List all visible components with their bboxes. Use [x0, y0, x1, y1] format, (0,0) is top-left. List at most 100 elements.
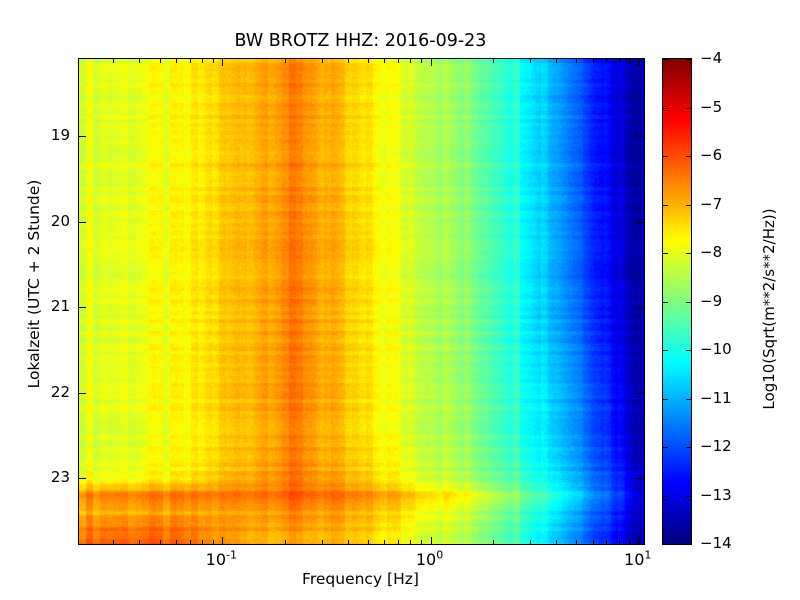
colorbar-tick — [663, 398, 668, 400]
y-tick-label: 21 — [50, 297, 70, 316]
x-tick-minor-top — [113, 59, 115, 63]
spectrogram-image — [79, 59, 644, 544]
y-tick-label: 23 — [50, 468, 70, 487]
x-tick-minor — [606, 540, 608, 544]
x-tick-minor-top — [384, 59, 386, 63]
x-tick-minor — [592, 540, 594, 544]
x-tick-major-top — [638, 59, 640, 66]
x-tick-minor-top — [212, 59, 214, 63]
x-tick-label: 10-1 — [205, 548, 237, 569]
x-tick-minor-top — [606, 59, 608, 63]
x-axis-label: Frequency [Hz] — [302, 570, 419, 588]
x-tick-minor — [555, 540, 557, 544]
y-tick-major — [79, 392, 86, 394]
colorbar-tick — [686, 59, 691, 60]
colorbar-tick-label: −6 — [700, 146, 723, 164]
colorbar-tick — [686, 107, 691, 109]
x-tick-major — [638, 537, 640, 544]
colorbar-tick-label: −13 — [700, 485, 732, 504]
y-tick-major — [79, 307, 86, 309]
y-axis-label: Lokalzeit (UTC + 2 Stunde) — [25, 179, 43, 389]
y-tick-major — [79, 221, 86, 223]
colorbar-label: Log10(Sqrt(m**2/s**2/Hz)) — [760, 208, 778, 410]
colorbar-tick — [663, 495, 668, 497]
x-tick-minor — [176, 540, 178, 544]
page-title: BW BROTZ HHZ: 2016-09-23 — [234, 31, 487, 51]
x-tick-minor — [212, 540, 214, 544]
colorbar-tick — [663, 156, 668, 157]
x-tick-minor — [321, 540, 323, 544]
colorbar-tick — [686, 447, 691, 448]
colorbar-tick — [663, 301, 668, 303]
x-tick-minor — [367, 540, 369, 544]
x-tick-minor — [576, 540, 578, 544]
x-tick-major — [430, 537, 432, 544]
colorbar-tick — [686, 301, 691, 303]
x-tick-minor-top — [398, 59, 400, 63]
colorbar-tick — [663, 447, 668, 448]
colorbar-tick — [663, 204, 668, 206]
y-tick-major — [79, 478, 86, 480]
x-tick-minor — [420, 540, 422, 544]
x-tick-minor-top — [176, 59, 178, 63]
x-tick-minor — [410, 540, 412, 544]
y-tick-label: 22 — [50, 382, 70, 401]
x-tick-minor-top — [618, 59, 620, 63]
x-tick-minor — [529, 540, 531, 544]
x-tick-minor-top — [321, 59, 323, 63]
x-tick-major — [222, 537, 224, 544]
x-tick-minor — [113, 540, 115, 544]
colorbar-tick-label: −4 — [700, 49, 723, 67]
y-tick-label: 19 — [50, 125, 70, 144]
colorbar-tick — [686, 253, 691, 254]
x-tick-minor-top — [410, 59, 412, 63]
y-tick-major-right — [637, 135, 644, 137]
y-tick-major — [79, 135, 86, 137]
colorbar-tick — [686, 204, 691, 206]
x-tick-minor — [398, 540, 400, 544]
y-tick-major-right — [637, 392, 644, 394]
x-tick-label: 100 — [415, 548, 444, 569]
colorbar-tick — [663, 59, 668, 60]
colorbar-tick — [686, 156, 691, 157]
x-tick-minor — [190, 540, 192, 544]
x-tick-minor — [159, 540, 161, 544]
y-tick-major-right — [637, 307, 644, 309]
colorbar-tick-label: −9 — [700, 291, 723, 310]
y-tick-major-right — [637, 478, 644, 480]
colorbar-tick-label: −12 — [700, 437, 732, 455]
colorbar-tick-label: −7 — [700, 194, 723, 213]
x-tick-minor-top — [493, 59, 495, 63]
colorbar-tick — [663, 107, 668, 109]
y-tick-major-right — [637, 221, 644, 223]
x-tick-minor — [139, 540, 141, 544]
y-tick-label: 20 — [50, 211, 70, 230]
x-tick-minor-top — [284, 59, 286, 63]
colorbar-tick-label: −5 — [700, 97, 723, 116]
colorbar-tick — [686, 544, 691, 545]
x-tick-minor — [629, 540, 631, 544]
x-tick-minor-top — [629, 59, 631, 63]
colorbar-axes[interactable] — [662, 58, 692, 545]
x-tick-minor-top — [139, 59, 141, 63]
x-tick-minor-top — [529, 59, 531, 63]
x-tick-minor — [618, 540, 620, 544]
x-tick-minor-top — [202, 59, 204, 63]
x-tick-minor-top — [555, 59, 557, 63]
colorbar-tick — [686, 495, 691, 497]
colorbar-tick — [663, 350, 668, 351]
colorbar-tick-label: −11 — [700, 388, 732, 407]
x-tick-minor — [493, 540, 495, 544]
x-tick-minor-top — [347, 59, 349, 63]
x-tick-minor-top — [592, 59, 594, 63]
x-tick-minor — [202, 540, 204, 544]
x-tick-minor-top — [576, 59, 578, 63]
colorbar-tick-label: −14 — [700, 534, 732, 552]
x-tick-minor — [284, 540, 286, 544]
colorbar-tick-label: −8 — [700, 243, 723, 261]
x-tick-minor — [347, 540, 349, 544]
colorbar-tick — [686, 350, 691, 351]
x-tick-minor-top — [420, 59, 422, 63]
spectrogram-axes[interactable] — [78, 58, 645, 545]
